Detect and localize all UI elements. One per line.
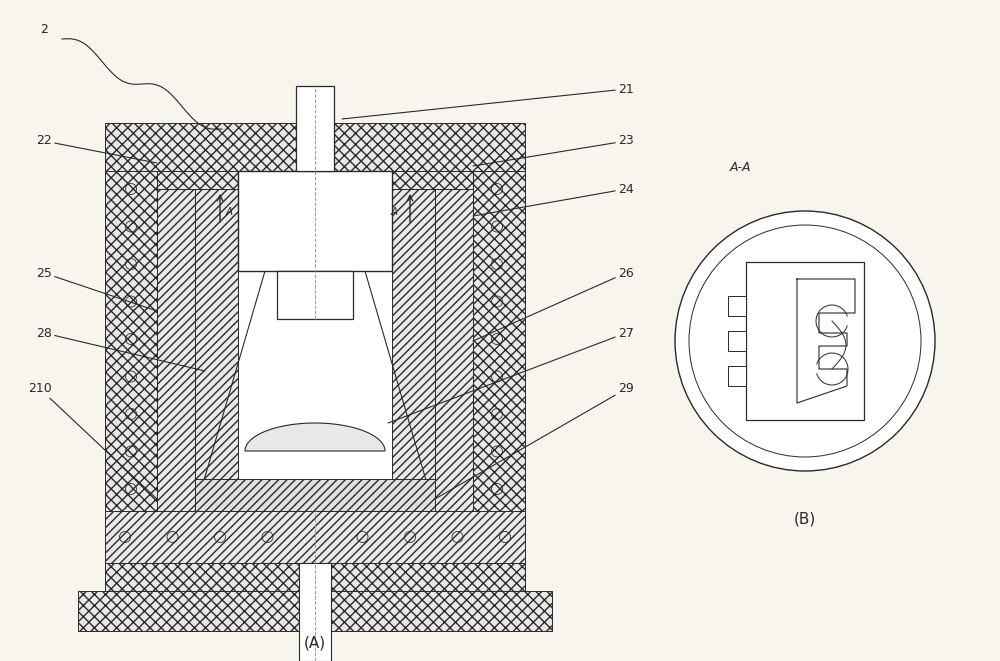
Text: (A): (A) [304,636,326,651]
Bar [195,189,435,511]
Text: 26: 26 [473,266,634,341]
Text: 24: 24 [473,182,634,216]
Bar [195,479,435,511]
Bar [277,271,353,319]
Text: 29: 29 [435,383,634,499]
Text: 2: 2 [40,23,48,36]
Bar [105,563,525,591]
Bar [335,171,473,189]
Polygon shape [392,189,435,511]
Text: 27: 27 [388,327,634,423]
Bar [238,171,392,271]
Text: 210: 210 [28,383,157,499]
Bar [746,262,864,420]
Bar [435,171,473,511]
Bar [299,563,331,661]
Polygon shape [728,366,746,386]
Text: A: A [226,207,233,217]
Bar [296,86,334,171]
Text: 21: 21 [342,83,634,119]
Bar [105,123,525,171]
Bar [473,171,525,511]
Text: 22: 22 [36,134,157,163]
Bar [157,171,195,511]
Polygon shape [728,331,746,351]
Bar [105,171,157,511]
Text: 25: 25 [36,266,157,311]
Bar [105,511,525,563]
Polygon shape [195,189,238,511]
Circle shape [675,211,935,471]
Text: A: A [391,207,398,217]
Text: 23: 23 [473,134,634,166]
Text: 28: 28 [36,327,205,371]
Text: A-A: A-A [730,161,752,174]
Polygon shape [245,423,385,451]
Text: (B): (B) [794,511,816,526]
Polygon shape [728,296,746,316]
Bar [157,171,435,189]
Bar [78,591,552,631]
